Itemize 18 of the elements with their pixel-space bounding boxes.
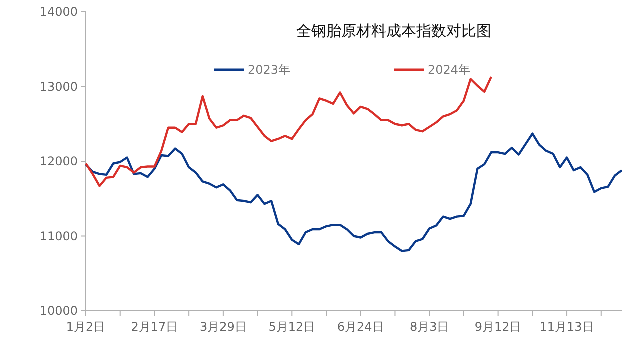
x-tick-label: 3月29日 — [200, 320, 247, 334]
x-tick-label: 5月12日 — [268, 320, 316, 334]
legend-label: 2024年 — [428, 63, 471, 78]
y-tick-label: 11000 — [40, 229, 78, 244]
y-tick-label: 13000 — [40, 80, 78, 94]
x-tick-label: 11月13日 — [540, 320, 594, 334]
y-tick-label: 12000 — [40, 154, 78, 169]
legend-label: 2023年 — [248, 63, 291, 78]
line-series — [84, 76, 493, 188]
x-tick-label: 2月17日 — [131, 320, 178, 334]
x-tick-label: 1月2日 — [66, 320, 106, 334]
text: 全钢胎原材料成本指数对比图 — [296, 22, 492, 40]
x-tick-label: 6月24日 — [337, 320, 384, 334]
line-series — [84, 132, 624, 252]
x-tick-label: 9月12日 — [474, 320, 522, 334]
y-tick-label: 10000 — [40, 304, 78, 318]
x-tick-label: 8月3日 — [410, 320, 450, 334]
y-tick-label: 14000 — [40, 5, 78, 20]
